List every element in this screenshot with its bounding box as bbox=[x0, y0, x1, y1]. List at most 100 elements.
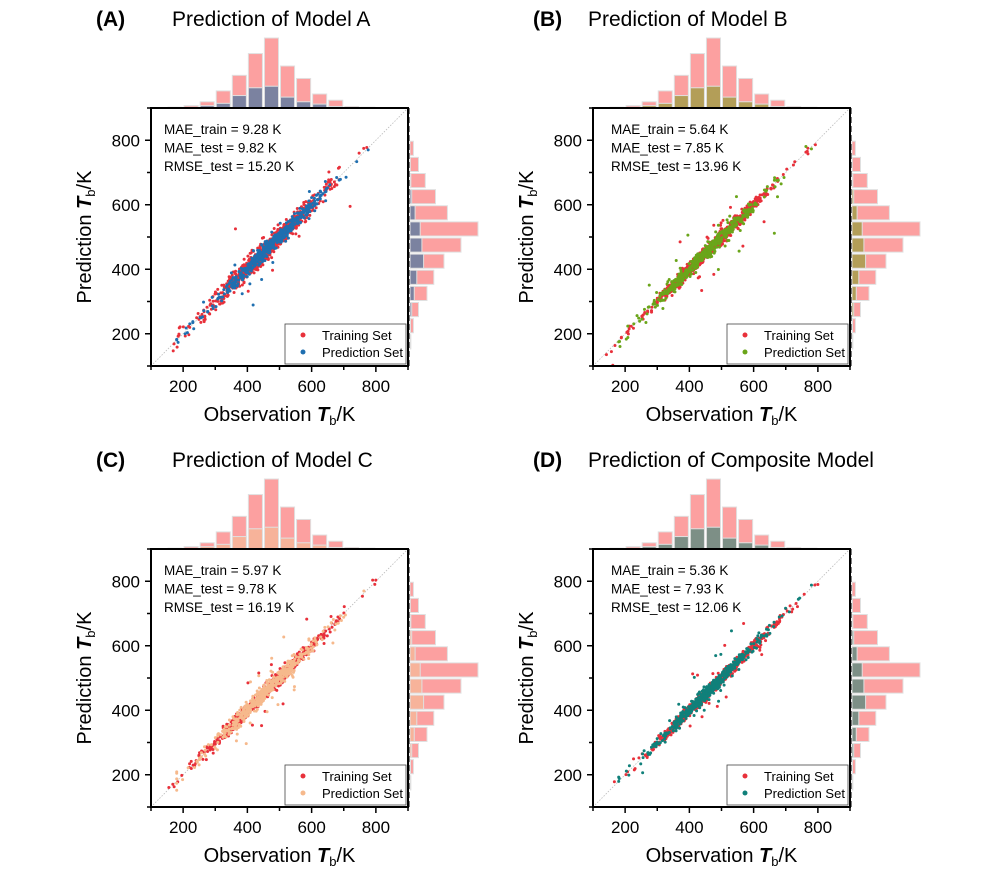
train-point bbox=[211, 751, 215, 755]
train-point bbox=[294, 226, 298, 230]
pred-point bbox=[750, 206, 754, 210]
pred-point bbox=[334, 622, 338, 626]
pred-point bbox=[673, 287, 677, 291]
x-axis-label: Observation Tb/K bbox=[646, 404, 798, 428]
train-point bbox=[195, 316, 199, 320]
train-point bbox=[785, 167, 789, 171]
pred-point bbox=[183, 332, 187, 336]
pred-point bbox=[199, 316, 203, 320]
train-point bbox=[262, 236, 266, 240]
pred-point bbox=[289, 228, 293, 232]
pred-point bbox=[251, 700, 255, 704]
legend-label-pred: Prediction Set bbox=[322, 345, 403, 360]
y-tick-label: 400 bbox=[112, 260, 140, 279]
pred-point bbox=[724, 228, 728, 232]
pred-point bbox=[216, 740, 220, 744]
pred-point bbox=[260, 277, 264, 281]
train-point bbox=[171, 349, 175, 353]
train-point bbox=[175, 345, 179, 349]
y-tick-label: 200 bbox=[112, 766, 140, 785]
pred-point bbox=[270, 656, 274, 660]
pred-point bbox=[667, 277, 671, 281]
pred-point bbox=[765, 185, 769, 189]
legend-label-train: Training Set bbox=[322, 769, 392, 784]
train-point bbox=[613, 344, 617, 348]
pred-point bbox=[740, 220, 744, 224]
train-point bbox=[625, 330, 629, 334]
pred-point bbox=[263, 692, 267, 696]
pred-point bbox=[251, 697, 255, 701]
right-hist-bar-pred bbox=[851, 318, 854, 334]
pred-point bbox=[271, 260, 275, 264]
train-point bbox=[276, 227, 280, 231]
train-point bbox=[242, 263, 246, 267]
pred-point bbox=[256, 704, 260, 708]
pred-point bbox=[734, 195, 738, 199]
train-point bbox=[294, 232, 298, 236]
pred-point bbox=[309, 643, 313, 647]
pred-point bbox=[195, 760, 199, 764]
pred-point bbox=[258, 261, 262, 265]
train-point bbox=[762, 192, 766, 196]
pred-point bbox=[213, 745, 217, 749]
pred-point bbox=[313, 636, 317, 640]
train-point bbox=[816, 582, 820, 586]
right-hist-bar-train bbox=[851, 205, 890, 221]
pred-point bbox=[326, 625, 330, 629]
legend-marker-pred bbox=[300, 790, 306, 796]
pred-point bbox=[223, 725, 227, 729]
train-point bbox=[189, 766, 193, 770]
right-histogram bbox=[851, 140, 921, 350]
pred-point bbox=[232, 280, 236, 284]
pred-point bbox=[227, 718, 231, 722]
right-hist-bar-train bbox=[409, 173, 426, 189]
train-point bbox=[691, 672, 695, 676]
pred-point bbox=[707, 245, 711, 249]
train-point bbox=[802, 592, 806, 596]
pred-point bbox=[655, 291, 659, 295]
pred-point bbox=[312, 204, 316, 208]
pred-point bbox=[732, 220, 736, 224]
pred-point bbox=[279, 680, 283, 684]
pred-point bbox=[278, 231, 282, 235]
train-point bbox=[627, 327, 631, 331]
y-tick-label: 600 bbox=[112, 637, 140, 656]
pred-point bbox=[242, 720, 246, 724]
train-point bbox=[337, 165, 341, 169]
pred-point bbox=[260, 243, 264, 247]
pred-point bbox=[337, 178, 341, 182]
right-hist-bar-train bbox=[851, 156, 861, 172]
right-hist-bar-pred bbox=[409, 302, 413, 318]
pred-point bbox=[241, 278, 245, 282]
top-hist-bar-pred bbox=[673, 536, 689, 550]
train-point bbox=[199, 320, 203, 324]
train-point bbox=[304, 200, 308, 204]
pred-point bbox=[244, 706, 248, 710]
pred-point bbox=[230, 727, 234, 731]
pred-point bbox=[216, 732, 220, 736]
pred-point bbox=[206, 310, 210, 314]
pred-point bbox=[311, 639, 315, 643]
pred-point bbox=[775, 178, 779, 182]
pred-point bbox=[236, 282, 240, 286]
pred-point bbox=[222, 734, 226, 738]
right-hist-bar-pred bbox=[409, 710, 418, 726]
pred-point bbox=[296, 211, 300, 215]
pred-point bbox=[635, 314, 639, 318]
pred-point bbox=[293, 212, 297, 216]
pred-point bbox=[292, 663, 296, 667]
train-point bbox=[771, 183, 775, 187]
pred-point bbox=[699, 255, 703, 259]
pred-point bbox=[267, 686, 271, 690]
train-point bbox=[216, 287, 220, 291]
pred-point bbox=[690, 259, 694, 263]
pred-point bbox=[637, 316, 641, 320]
train-point bbox=[204, 758, 208, 762]
train-point bbox=[181, 325, 185, 329]
x-tick-label: 600 bbox=[739, 377, 767, 396]
train-point bbox=[728, 205, 732, 209]
x-tick-label: 400 bbox=[675, 377, 703, 396]
